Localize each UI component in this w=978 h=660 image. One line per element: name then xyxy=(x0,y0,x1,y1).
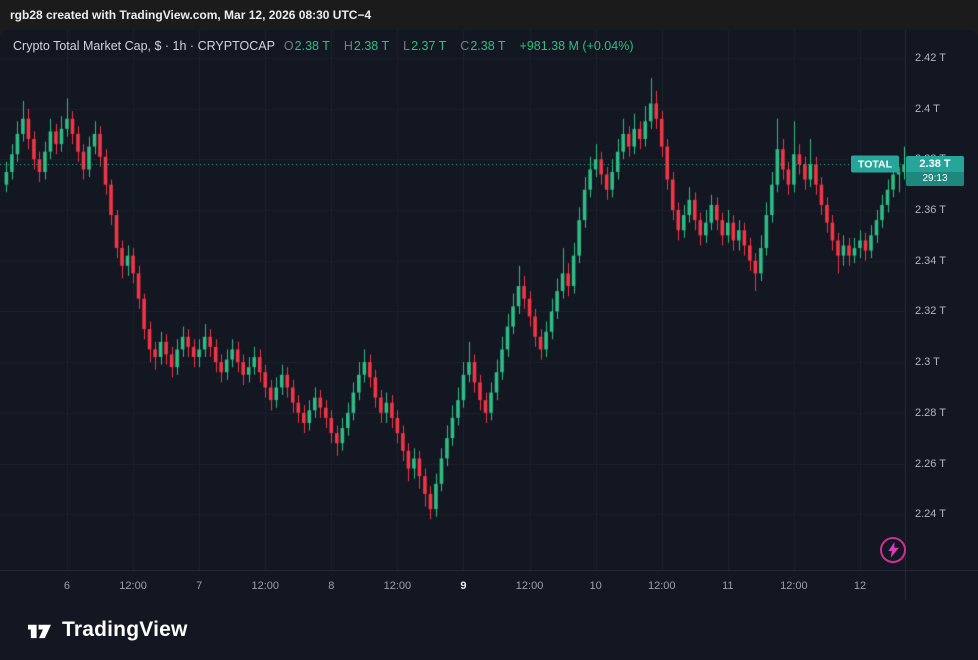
instant-trading-button[interactable] xyxy=(880,537,906,563)
price-scale[interactable]: 2.42 T 2.4 T 2.38 T 2.36 T 2.34 T 2.32 T 2.3 T… xyxy=(906,30,978,570)
price-axis-separator xyxy=(905,30,906,600)
time-tick-label: 9 xyxy=(460,580,467,592)
time-tick-label: 12:00 xyxy=(515,580,544,592)
chart-canvas[interactable] xyxy=(0,30,905,570)
time-tick-label: 12 xyxy=(853,580,867,592)
chart-plot-area[interactable] xyxy=(0,30,905,570)
price-tick-label: 2.3 T xyxy=(915,356,940,369)
time-tick-label: 12:00 xyxy=(780,580,808,592)
price-tick-label: 2.32 T xyxy=(915,305,946,318)
ohlc-low: L 2.37 T xyxy=(403,39,447,53)
price-tick-label: 2.28 T xyxy=(915,406,946,419)
time-tick-label: 12:00 xyxy=(119,580,147,592)
window-title: rgb28 created with TradingView.com, Mar … xyxy=(10,8,372,22)
tradingview-logo-icon[interactable] xyxy=(26,619,53,642)
change-value: +981.38 M (+0.04%) xyxy=(519,39,634,53)
last-price-label: 2.38 T 29:13 xyxy=(906,156,964,187)
price-tick-label: 2.4 T xyxy=(915,102,940,115)
chart-panel: Crypto Total Market Cap, $ · 1h · CRYPTO… xyxy=(0,30,978,660)
time-tick-label: 12:00 xyxy=(647,580,676,592)
ohlc-close: C 2.38 T xyxy=(460,39,506,53)
time-tick-label: 8 xyxy=(328,580,335,592)
ohlc-open: O 2.38 T xyxy=(283,39,330,53)
time-tick-label: 6 xyxy=(63,580,71,592)
time-tick-label: 12:00 xyxy=(383,580,412,592)
chart-legend: Crypto Total Market Cap, $ · 1h · CRYPTO… xyxy=(13,39,634,53)
time-tick-label: 7 xyxy=(196,580,203,592)
time-axis-separator xyxy=(0,570,978,571)
time-scale[interactable]: 6 12:00 7 12:00 8 12:00 9 12:00 10 12:00 11 12:00 12 xyxy=(0,571,978,600)
price-tick-label: 2.34 T xyxy=(915,254,946,267)
window-title-bar: rgb28 created with TradingView.com, Mar … xyxy=(0,0,978,30)
time-tick-label: 12:00 xyxy=(251,580,279,592)
time-tick-label: 11 xyxy=(722,580,734,592)
bar-countdown: 29:13 xyxy=(906,172,964,187)
symbol-title[interactable]: Crypto Total Market Cap, $ · 1h · CRYPTO… xyxy=(13,39,275,53)
lightning-bolt-icon xyxy=(887,542,900,558)
symbol-marker-label: TOTAL xyxy=(850,155,899,173)
price-tick-label: 2.36 T xyxy=(915,204,946,216)
footer-bar: TradingView xyxy=(0,600,978,660)
last-price-value: 2.38 T xyxy=(919,158,951,171)
price-tick-label: 2.24 T xyxy=(915,508,946,521)
price-tick-label: 2.26 T xyxy=(915,457,946,470)
ohlc-high: H 2.38 T xyxy=(343,39,390,53)
tradingview-wordmark[interactable]: TradingView xyxy=(62,618,188,641)
time-tick-label: 10 xyxy=(589,580,602,592)
price-tick-label: 2.42 T xyxy=(915,51,946,64)
